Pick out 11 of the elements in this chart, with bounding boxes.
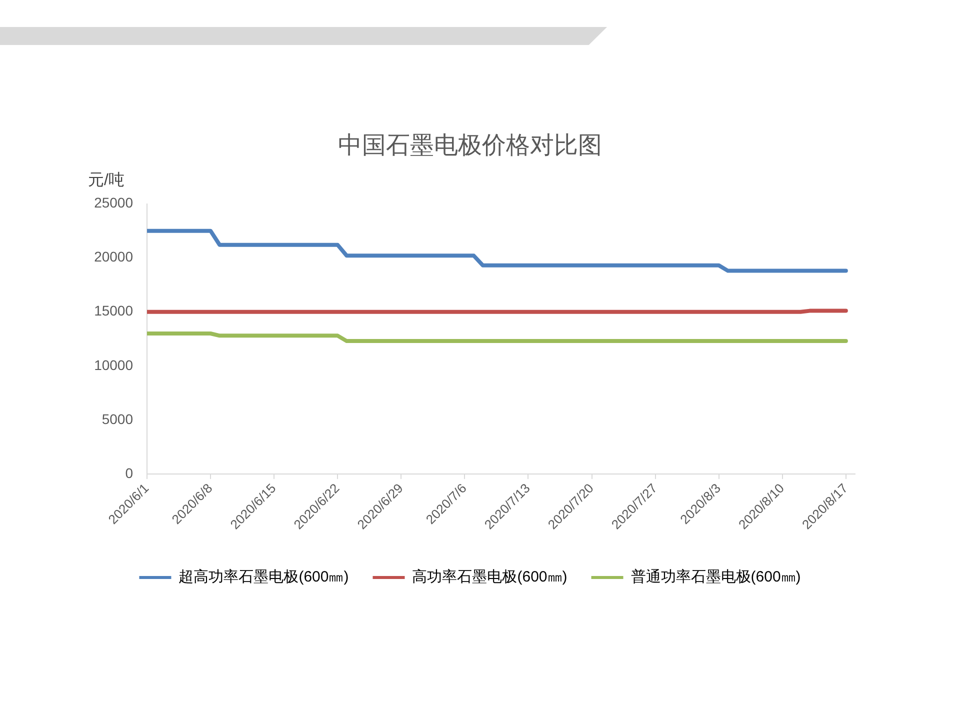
y-tick-label: 10000 bbox=[94, 356, 134, 373]
y-tick-label: 15000 bbox=[94, 302, 134, 319]
legend-label: 超高功率石墨电极(600㎜) bbox=[178, 568, 349, 586]
y-tick-label: 25000 bbox=[94, 194, 134, 211]
y-tick-label: 5000 bbox=[102, 410, 134, 427]
y-tick-label: 20000 bbox=[94, 248, 134, 265]
y-tick-label: 0 bbox=[125, 464, 134, 481]
chart-title: 中国石墨电极价格对比图 bbox=[338, 132, 602, 160]
y-axis-title: 元/吨 bbox=[88, 171, 124, 190]
legend-label: 高功率石墨电极(600㎜) bbox=[412, 568, 568, 586]
legend-label: 普通功率石墨电极(600㎜) bbox=[630, 568, 801, 586]
